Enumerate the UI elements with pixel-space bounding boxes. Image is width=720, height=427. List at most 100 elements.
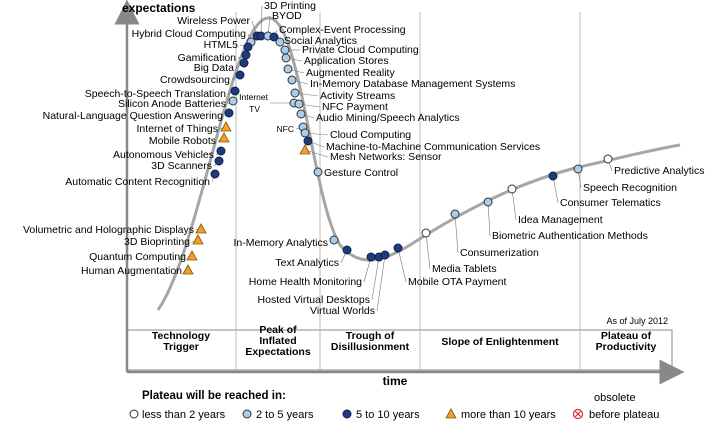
tech-label-predictive-analytics: Predictive Analytics: [614, 165, 704, 177]
tech-label-autonomous-vehicles: Autonomous Vehicles: [113, 149, 214, 161]
tech-label-byod: BYOD: [272, 10, 302, 22]
tech-label-nfc: NFC: [277, 124, 294, 134]
marker-home-health-monitoring: [366, 252, 376, 262]
phase-label: Technology Trigger: [152, 330, 210, 353]
marker-application-stores: [281, 53, 291, 63]
marker-in-memory-database-management-systems: [287, 75, 297, 85]
leader-line: [552, 175, 559, 204]
marker-html5: [243, 42, 253, 52]
marker-mesh-networks-sensor: [299, 144, 311, 155]
tech-label-consumer-telematics: Consumer Telematics: [560, 197, 661, 209]
tech-label-cloud-computing: Cloud Computing: [330, 129, 411, 141]
marker-internet-of-things: [220, 121, 232, 132]
tech-label-speech-recognition: Speech Recognition: [583, 182, 677, 194]
legend-marker-gt10: [445, 408, 457, 419]
leader-line: [397, 247, 407, 283]
x-axis-label: time: [383, 374, 408, 388]
marker-activity-streams: [290, 88, 300, 98]
legend-marker-2to5: [242, 409, 252, 419]
marker-consumer-telematics: [548, 171, 558, 181]
tech-label-mobile-ota-payment: Mobile OTA Payment: [408, 276, 507, 288]
tech-label-human-augmentation: Human Augmentation: [81, 265, 182, 277]
marker-machine-to-machine-communication-services: [303, 136, 313, 146]
leader-line: [260, 5, 263, 37]
marker-in-memory-analytics: [329, 235, 339, 245]
tech-label-html5: HTML5: [204, 39, 239, 51]
legend-label-5to10: 5 to 10 years: [356, 409, 420, 421]
tech-label-big-data: Big Data: [194, 62, 234, 74]
marker-complex-event-processing: [269, 32, 279, 42]
tech-label-quantum-computing: Quantum Computing: [89, 251, 186, 263]
tech-label-consumerization: Consumerization: [460, 247, 539, 259]
legend-label-lt2: less than 2 years: [142, 409, 226, 421]
tech-label-virtual-worlds: Virtual Worlds: [310, 305, 375, 317]
tech-label-internet-of-things: Internet of Things: [136, 123, 218, 135]
tech-label-hybrid-cloud-computing: Hybrid Cloud Computing: [132, 28, 247, 40]
tech-label-internet-tv: Internet TV: [239, 92, 268, 114]
marker-quantum-computing: [186, 250, 198, 261]
tech-label-wireless-power: Wireless Power: [177, 15, 250, 27]
tech-label-audio-mining-speech-analytics: Audio Mining/Speech Analytics: [316, 112, 460, 124]
tech-label-augmented-reality: Augmented Reality: [306, 67, 395, 79]
legend-title: Plateau will be reached in:: [142, 390, 286, 402]
tech-label-social-analytics: Social Analytics: [284, 35, 357, 47]
marker-biometric-authentication-methods: [483, 197, 493, 207]
tech-label-home-health-monitoring: Home Health Monitoring: [249, 276, 362, 288]
legend-note-obsolete: obsolete: [594, 392, 636, 404]
tech-label-machine-to-machine-communication-services: Machine-to-Machine Communication Service…: [326, 141, 540, 153]
legend-marker-5to10: [342, 409, 352, 419]
marker-media-tablets: [421, 228, 431, 238]
marker-big-data: [239, 58, 249, 68]
marker-mobile-robots: [218, 132, 230, 143]
marker-predictive-analytics: [603, 154, 613, 164]
marker-crowdsourcing: [235, 70, 245, 80]
tech-label-in-memory-analytics: In-Memory Analytics: [233, 237, 328, 249]
marker-3d-bioprinting: [192, 234, 204, 245]
tech-label-gamification: Gamification: [178, 52, 237, 64]
marker-speech-to-speech-translation: [230, 86, 240, 96]
tech-label-biometric-authentication-methods: Biometric Authentication Methods: [492, 230, 648, 242]
legend-marker-obsolete: [572, 408, 584, 420]
legend-label-gt10: more than 10 years: [461, 409, 556, 421]
marker-natural-language-question-answering: [224, 108, 234, 118]
leader-line: [376, 254, 386, 312]
legend-label-2to5: 2 to 5 years: [256, 409, 314, 421]
as-of-note: As of July 2012: [606, 316, 668, 326]
marker-text-analytics: [342, 245, 352, 255]
tech-label-natural-language-question-answering: Natural-Language Question Answering: [43, 110, 224, 122]
leader-line: [487, 201, 491, 237]
marker-silicon-anode-batteries: [228, 96, 238, 106]
marker-automatic-content-recognition: [210, 169, 220, 179]
tech-label-3d-scanners: 3D Scanners: [151, 160, 212, 172]
leader-line: [454, 213, 459, 254]
tech-label-private-cloud-computing: Private Cloud Computing: [302, 44, 419, 56]
phase-label: Plateau of Productivity: [596, 330, 657, 353]
phase-label: Peak of Inflated Expectations: [245, 324, 311, 358]
marker-speech-recognition: [573, 164, 583, 174]
tech-label-speech-to-speech-translation: Speech-to-Speech Translation: [85, 88, 226, 100]
marker-human-augmentation: [182, 264, 194, 275]
tech-label-text-analytics: Text Analytics: [275, 257, 339, 269]
tech-label-media-tablets: Media Tablets: [432, 263, 497, 275]
marker-nfc-payment: [294, 99, 304, 109]
tech-label-nfc-payment: NFC Payment: [322, 101, 388, 113]
marker-gamification: [241, 50, 251, 60]
marker-autonomous-vehicles: [216, 146, 226, 156]
tech-label-silicon-anode-batteries: Silicon Anode Batteries: [118, 98, 226, 110]
tech-label-idea-management: Idea Management: [518, 214, 603, 226]
marker-consumerization: [450, 209, 460, 219]
marker-audio-mining-speech-analytics: [296, 109, 306, 119]
legend-marker-lt2: [129, 409, 139, 419]
leader-line: [371, 256, 380, 301]
phase-band: [126, 329, 673, 371]
phase-label: Trough of Disillusionment: [331, 330, 410, 353]
marker-virtual-worlds: [380, 250, 390, 260]
y-axis-label: expectations: [122, 1, 196, 15]
marker-gesture-control: [313, 167, 323, 177]
marker-social-analytics: [275, 37, 285, 47]
tech-label-hosted-virtual-desktops: Hosted Virtual Desktops: [258, 294, 370, 306]
tech-label-3d-bioprinting: 3D Bioprinting: [124, 236, 190, 248]
tech-label-gesture-control: Gesture Control: [324, 167, 398, 179]
